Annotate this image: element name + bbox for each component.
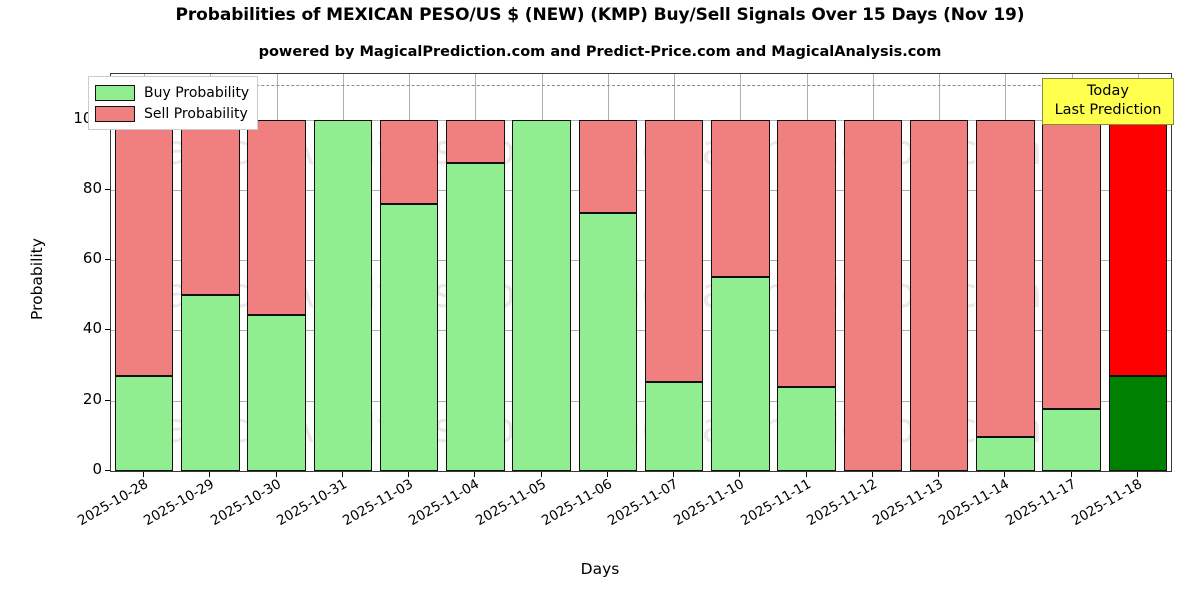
- y-axis-tick-mark: [105, 329, 110, 331]
- legend-label-buy: Buy Probability: [144, 84, 250, 101]
- today-annotation-line1: Today: [1087, 83, 1129, 99]
- y-axis-tick-label: 20: [82, 389, 102, 408]
- legend-item-sell: Sell Probability: [95, 103, 249, 124]
- bar-group[interactable]: [909, 74, 969, 471]
- bar-group[interactable]: [446, 74, 505, 471]
- bar-group[interactable]: [313, 74, 373, 471]
- x-axis-tick-mark: [871, 472, 873, 477]
- bar-segment-sell[interactable]: [578, 119, 638, 214]
- bar-segment-buy[interactable]: [181, 295, 240, 471]
- bar-group[interactable]: [512, 74, 571, 471]
- horizontal-gridline: [111, 400, 1171, 402]
- bar-group[interactable]: [247, 74, 306, 471]
- bar-group[interactable]: [1108, 74, 1168, 471]
- bar-segment-sell[interactable]: [114, 119, 174, 377]
- x-axis-tick-mark: [275, 472, 277, 477]
- bar-segment-buy[interactable]: [711, 277, 770, 471]
- today-annotation-line2: Last Prediction: [1054, 102, 1162, 118]
- y-axis-tick-mark: [105, 259, 110, 261]
- y-axis-tick-mark: [105, 399, 110, 401]
- x-axis-tick-mark: [739, 472, 741, 477]
- y-axis-tick-mark: [105, 470, 110, 471]
- x-axis-tick-mark: [209, 472, 211, 477]
- bar-segment-sell[interactable]: [1108, 119, 1168, 377]
- bar-segment-sell[interactable]: [843, 119, 903, 471]
- x-axis-tick-mark: [1070, 472, 1072, 477]
- y-axis-tick-label: 60: [82, 249, 102, 268]
- bar-segment-sell[interactable]: [711, 119, 770, 278]
- bar-group[interactable]: [114, 74, 174, 471]
- bar-segment-buy[interactable]: [512, 119, 571, 471]
- bar-segment-sell[interactable]: [181, 119, 240, 296]
- bar-group[interactable]: [976, 74, 1035, 471]
- bar-group[interactable]: [777, 74, 836, 471]
- bar-group[interactable]: [181, 74, 240, 471]
- x-axis-tick-mark: [143, 472, 145, 477]
- today-annotation: Today Last Prediction: [1042, 78, 1174, 125]
- x-axis-tick-mark: [341, 472, 343, 477]
- bar-group[interactable]: [644, 74, 704, 471]
- legend-swatch-sell: [95, 105, 135, 122]
- x-axis-label: Days: [580, 560, 620, 578]
- bar-group[interactable]: [711, 74, 770, 471]
- bar-segment-sell[interactable]: [909, 119, 969, 471]
- chart-legend: Buy Probability Sell Probability: [88, 76, 259, 130]
- page-title: Probabilities of MEXICAN PESO/US $ (NEW)…: [175, 5, 1025, 25]
- horizontal-gridline: [111, 119, 1171, 121]
- x-axis-tick-mark: [474, 472, 476, 477]
- bar-segment-buy[interactable]: [379, 203, 439, 471]
- bar-segment-sell[interactable]: [644, 119, 704, 382]
- x-axis-tick-mark: [938, 472, 940, 477]
- bar-segment-buy[interactable]: [578, 213, 638, 471]
- x-axis-tick-mark: [673, 472, 675, 477]
- horizontal-gridline: [111, 330, 1171, 332]
- bar-segment-buy[interactable]: [446, 162, 505, 471]
- bar-segment-sell[interactable]: [976, 119, 1035, 437]
- y-axis-tick-mark: [105, 188, 110, 190]
- y-axis-tick-label: 80: [82, 178, 102, 197]
- bar-segment-buy[interactable]: [247, 315, 306, 471]
- bar-segment-buy[interactable]: [1108, 376, 1168, 471]
- x-axis-tick-mark: [1004, 472, 1006, 477]
- bar-segment-sell[interactable]: [446, 119, 505, 163]
- bar-segment-buy[interactable]: [114, 376, 174, 471]
- y-axis-tick-label: 0: [92, 460, 102, 478]
- bar-segment-buy[interactable]: [976, 436, 1035, 471]
- bar-segment-buy[interactable]: [1042, 409, 1101, 471]
- x-axis-tick-mark: [805, 472, 807, 477]
- x-axis-tick-mark: [408, 472, 410, 477]
- bar-segment-sell[interactable]: [1042, 119, 1101, 410]
- bar-segment-buy[interactable]: [313, 119, 373, 471]
- x-axis-tick-mark: [606, 472, 608, 477]
- bar-segment-sell[interactable]: [777, 119, 836, 387]
- bar-segment-buy[interactable]: [777, 386, 836, 471]
- legend-label-sell: Sell Probability: [144, 105, 248, 122]
- bar-segment-sell[interactable]: [247, 119, 306, 316]
- chart-subtitle: powered by MagicalPrediction.com and Pre…: [258, 44, 942, 60]
- bar-group[interactable]: [1042, 74, 1101, 471]
- horizontal-gridline: [111, 189, 1171, 191]
- bar-segment-buy[interactable]: [644, 381, 704, 471]
- x-axis-tick-mark: [540, 472, 542, 477]
- legend-swatch-buy: [95, 84, 135, 101]
- bar-group[interactable]: [843, 74, 903, 471]
- bar-group[interactable]: [578, 74, 638, 471]
- y-axis-tick-label: 40: [82, 319, 102, 338]
- horizontal-gridline: [111, 260, 1171, 262]
- bar-group[interactable]: [379, 74, 439, 471]
- legend-item-buy: Buy Probability: [95, 82, 249, 103]
- x-axis-tick-mark: [1136, 472, 1138, 477]
- plot-area: MagicalAnalysis.comMagicalPrediction.com…: [110, 73, 1172, 472]
- threshold-line: [111, 84, 1171, 86]
- bar-segment-sell[interactable]: [379, 119, 439, 204]
